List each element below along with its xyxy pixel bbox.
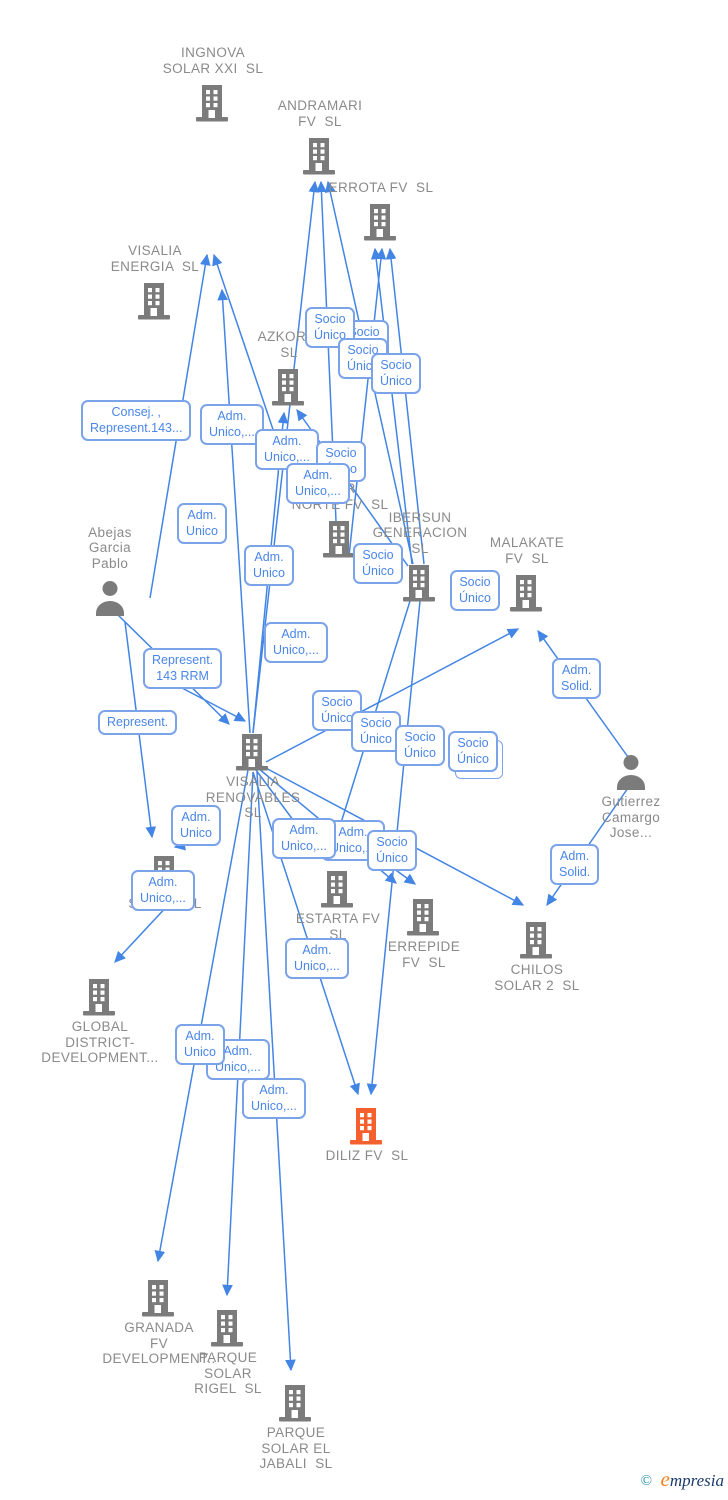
building-icon-visalia-energia-sl[interactable]: [136, 281, 172, 326]
edge-line: [252, 771, 360, 1096]
edge-line: [370, 247, 413, 565]
node-label-diliz-fv-sl: DILIZ FV SL: [325, 1148, 409, 1163]
relationship-label-l2[interactable]: Adm. Unico,...: [200, 404, 264, 445]
node-label-ibersun-generacion-sl: IBERSUN GENERACION SL: [372, 509, 468, 556]
node-label-andramari-fv-sl: ANDRAMARI FV SL: [277, 98, 363, 129]
node-label-parque-solar-el-jabali-sl: PARQUE SOLAR EL JABALI SL: [259, 1425, 333, 1471]
node-label-errepide-fv-sl: ERREPIDE FV SL: [387, 939, 461, 970]
building-icon-ibersun-generacion-sl[interactable]: [401, 563, 437, 608]
building-icon-ingnova-solar-xxi-sl[interactable]: [194, 83, 230, 128]
edge-line: [222, 771, 254, 1297]
person-icon-gutierrez-camargo-jose[interactable]: [612, 752, 650, 797]
edge-line: [154, 769, 249, 1263]
node-label-gutierrez-camargo-jose: Gutierrez Camargo Jose...: [601, 794, 661, 840]
building-icon-azkorri-sl[interactable]: [270, 367, 306, 412]
node-label-visalia-renovables-sl: VISALIA RENOVABLES SL: [205, 774, 301, 820]
relationship-label-l14[interactable]: Represent. 143 RRM: [143, 648, 223, 689]
relationship-label-l22[interactable]: Adm. Unico: [171, 805, 221, 846]
node-label-chilos-solar-2-sl: CHILOS SOLAR 2 SL: [494, 962, 580, 993]
relationship-label-l26[interactable]: Adm. Unico,...: [131, 870, 195, 911]
relationship-label-l11[interactable]: Adm. Unico: [244, 545, 294, 586]
relationship-label-l29[interactable]: Adm. Unico: [175, 1024, 225, 1065]
edge-line: [181, 687, 247, 722]
node-label-granada-fv-development: GRANADA FV DEVELOPMENT..: [102, 1320, 216, 1366]
node-label-azkorri-sl: AZKORRI SL: [257, 329, 321, 360]
empresia-watermark: © empresia: [641, 1467, 724, 1492]
node-label-global-district-development: GLOBAL DISTRICT- DEVELOPMENT...: [41, 1019, 159, 1065]
building-icon-errota-fv-sl[interactable]: [362, 202, 398, 247]
building-icon-parque-solar-rigel-sl[interactable]: [209, 1308, 245, 1353]
building-icon-chilos-solar-2-sl[interactable]: [518, 920, 554, 965]
edge-line: [385, 247, 425, 565]
node-label-visalia-energia-sl: VISALIA ENERGIA SL: [110, 243, 200, 274]
relationship-label-l5[interactable]: Socio Único: [305, 307, 355, 348]
node-label-parque-solar-rigel-sl: PARQUE SOLAR RIGEL SL: [194, 1350, 262, 1396]
edge-line: [348, 247, 387, 557]
building-icon-granada-fv-development[interactable]: [140, 1278, 176, 1323]
building-icon-andramari-fv-sl[interactable]: [301, 136, 337, 181]
building-icon-malakate-fv-sl[interactable]: [508, 573, 544, 618]
building-icon-errepide-fv-sl[interactable]: [405, 897, 441, 942]
relationship-label-l12[interactable]: Socio Único: [353, 543, 403, 584]
building-icon-global-district-development[interactable]: [81, 977, 117, 1022]
relationship-label-l25[interactable]: Socio Único: [367, 830, 417, 871]
relationship-label-l19[interactable]: Socio Único: [395, 725, 445, 766]
relationship-label-l21[interactable]: Adm. Solid.: [552, 658, 602, 699]
node-label-estarta-fv-sl: ESTARTA FV SL: [295, 911, 381, 942]
relationship-label-l4[interactable]: Adm. Unico,...: [286, 463, 350, 504]
relationship-label-l20[interactable]: Socio Único: [448, 731, 498, 772]
relationship-label-l23[interactable]: Adm. Unico,...: [272, 818, 336, 859]
building-icon-visalia-renovables-sl[interactable]: [234, 732, 270, 777]
node-label-ingnova-solar-xxi-sl: INGNOVA SOLAR XXI SL: [162, 45, 264, 76]
edge-line: [212, 253, 285, 463]
relationship-label-l10[interactable]: Adm. Unico: [177, 503, 227, 544]
relationship-label-l16[interactable]: Represent.: [98, 710, 178, 735]
relationship-label-l8[interactable]: Socio Único: [371, 353, 421, 394]
relationship-label-l1[interactable]: Consej. , Represent.143...: [81, 400, 192, 441]
brand-initial: e: [660, 1467, 670, 1491]
node-label-malakate-fv-sl: MALAKATE FV SL: [489, 535, 565, 566]
relationship-label-l17[interactable]: Socio Único: [312, 690, 362, 731]
edge-line: [265, 628, 520, 763]
building-icon-diliz-fv-sl[interactable]: [348, 1106, 384, 1151]
relationship-label-l28[interactable]: Adm. Unico,...: [285, 938, 349, 979]
copyright-symbol: ©: [640, 1473, 653, 1489]
relationship-label-l31[interactable]: Adm. Unico,...: [242, 1078, 306, 1119]
node-label-errota-fv-sl: ERROTA FV SL: [328, 179, 434, 195]
edge-line: [256, 771, 296, 1372]
building-icon-estarta-fv-sl[interactable]: [319, 869, 355, 914]
relationship-label-l18[interactable]: Socio Único: [351, 711, 401, 752]
relationship-label-l15[interactable]: Adm. Unico,...: [264, 622, 328, 663]
building-icon-dor-norte-fv-sl[interactable]: [321, 519, 357, 564]
person-icon-abejas-garcia-pablo[interactable]: [91, 578, 129, 623]
edge-line: [217, 288, 251, 734]
building-icon-parque-solar-el-jabali-sl[interactable]: [277, 1383, 313, 1428]
node-label-abejas-garcia-pablo: Abejas Garcia Pablo: [88, 524, 132, 571]
relationship-label-l27[interactable]: Adm. Solid.: [550, 844, 600, 885]
brand-text: mpresia: [669, 1471, 724, 1490]
relationship-label-l13[interactable]: Socio Único: [450, 570, 500, 611]
edge-line: [114, 902, 171, 963]
